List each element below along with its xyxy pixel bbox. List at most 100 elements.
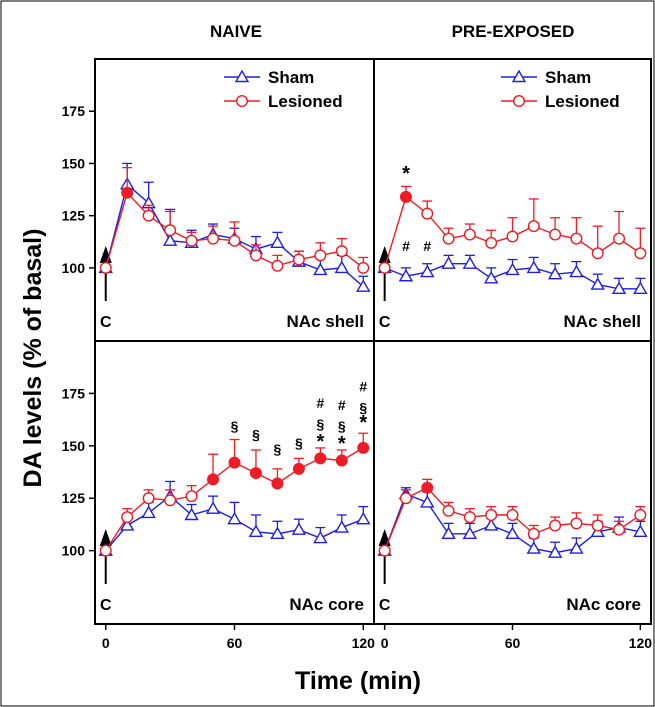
data-point	[420, 264, 435, 278]
data-point	[313, 530, 328, 544]
data-point	[164, 494, 177, 507]
data-point	[547, 545, 563, 558]
panel-4: 0 60 120 C NAc core	[377, 478, 653, 651]
data-point	[485, 236, 498, 249]
data-point	[399, 492, 412, 505]
significance-mark: §	[338, 418, 346, 434]
x-tick-label: 60	[505, 635, 521, 651]
significance-mark: §	[252, 427, 260, 443]
y-tick-label: 125	[62, 208, 86, 224]
data-point	[207, 473, 220, 486]
y-tick-label: 150	[62, 438, 86, 454]
significance-mark: §	[359, 399, 367, 415]
data-point	[314, 249, 327, 262]
series-lesioned	[99, 432, 370, 557]
significance-mark: #	[338, 397, 346, 413]
series-lesioned	[99, 166, 370, 274]
y-axis-title: DA levels (% of basal)	[19, 229, 47, 488]
region-label: NAc core	[289, 595, 364, 614]
data-point	[185, 234, 198, 247]
data-point	[463, 511, 476, 524]
data-point	[421, 207, 434, 220]
data-point	[141, 505, 156, 519]
significance-mark: §	[231, 418, 239, 434]
data-point	[634, 508, 647, 521]
y-tick-label: 100	[62, 543, 86, 559]
data-point	[420, 495, 435, 508]
x-tick-label: 120	[629, 635, 653, 651]
data-point	[121, 186, 134, 199]
data-point	[505, 526, 520, 540]
data-point	[613, 232, 626, 245]
data-point	[462, 256, 478, 269]
legend-label: Lesioned	[268, 92, 343, 111]
y-tick-label: 150	[62, 155, 86, 171]
legend-marker	[235, 94, 248, 107]
data-point	[421, 481, 434, 494]
data-point	[463, 228, 476, 241]
significance-mark: *	[316, 431, 324, 453]
significance-mark: *	[402, 163, 410, 185]
legend: Sham Lesioned	[224, 68, 343, 111]
y-tick-label: 175	[62, 385, 86, 401]
panels-group: 100 125 150 175 C NAc shell Sham Lesioned C NAc s…	[62, 68, 653, 651]
stimulus-arrow-head	[99, 529, 112, 546]
data-point	[483, 518, 499, 531]
data-point	[142, 492, 155, 505]
data-point	[569, 264, 584, 278]
legend-label: Sham	[268, 68, 314, 87]
data-point	[591, 519, 604, 532]
x-tick-label: 0	[381, 635, 389, 651]
data-point	[207, 232, 220, 245]
x-axis-title: Time (min)	[295, 667, 421, 695]
legend: Sham Lesioned	[501, 68, 620, 111]
x-tick-label: 120	[352, 635, 376, 651]
significance-mark: #	[423, 238, 431, 254]
data-point	[547, 266, 563, 280]
data-point	[185, 490, 198, 503]
data-point	[591, 247, 604, 260]
data-point	[441, 526, 456, 540]
significance-mark: §	[274, 441, 282, 457]
data-point	[314, 452, 327, 465]
y-tick-label: 175	[62, 103, 86, 119]
data-point	[611, 281, 627, 294]
data-point	[334, 520, 350, 533]
data-point	[228, 456, 241, 469]
data-point	[248, 524, 264, 537]
significance-mark: *	[359, 412, 367, 434]
data-point	[271, 259, 284, 272]
data-point	[526, 541, 542, 554]
data-point	[527, 527, 540, 540]
data-point	[335, 454, 348, 467]
region-label: NAc shell	[564, 312, 641, 331]
data-point	[164, 224, 177, 237]
data-point	[271, 477, 284, 490]
data-point	[205, 501, 221, 514]
data-point	[633, 281, 648, 294]
stimulus-label: C	[379, 314, 391, 331]
data-point	[441, 256, 456, 269]
data-point	[227, 511, 242, 525]
legend-marker	[513, 94, 526, 107]
data-point	[119, 518, 135, 531]
data-point	[313, 262, 328, 276]
data-point	[99, 544, 112, 557]
panel-1: 100 125 150 175 C NAc shell Sham Lesioned	[62, 68, 371, 331]
data-point	[292, 253, 305, 266]
data-point	[249, 249, 262, 262]
data-point	[634, 247, 647, 260]
significance-mark: §	[316, 416, 324, 432]
data-point	[549, 519, 562, 532]
data-point	[527, 220, 540, 233]
stimulus-label: C	[100, 597, 112, 614]
data-point	[485, 508, 498, 521]
data-point	[569, 541, 584, 554]
x-tick-label: 0	[102, 635, 110, 651]
data-point	[162, 233, 178, 246]
significance-mark: #	[316, 395, 324, 411]
region-label: NAc core	[566, 595, 641, 614]
data-point	[549, 228, 562, 241]
